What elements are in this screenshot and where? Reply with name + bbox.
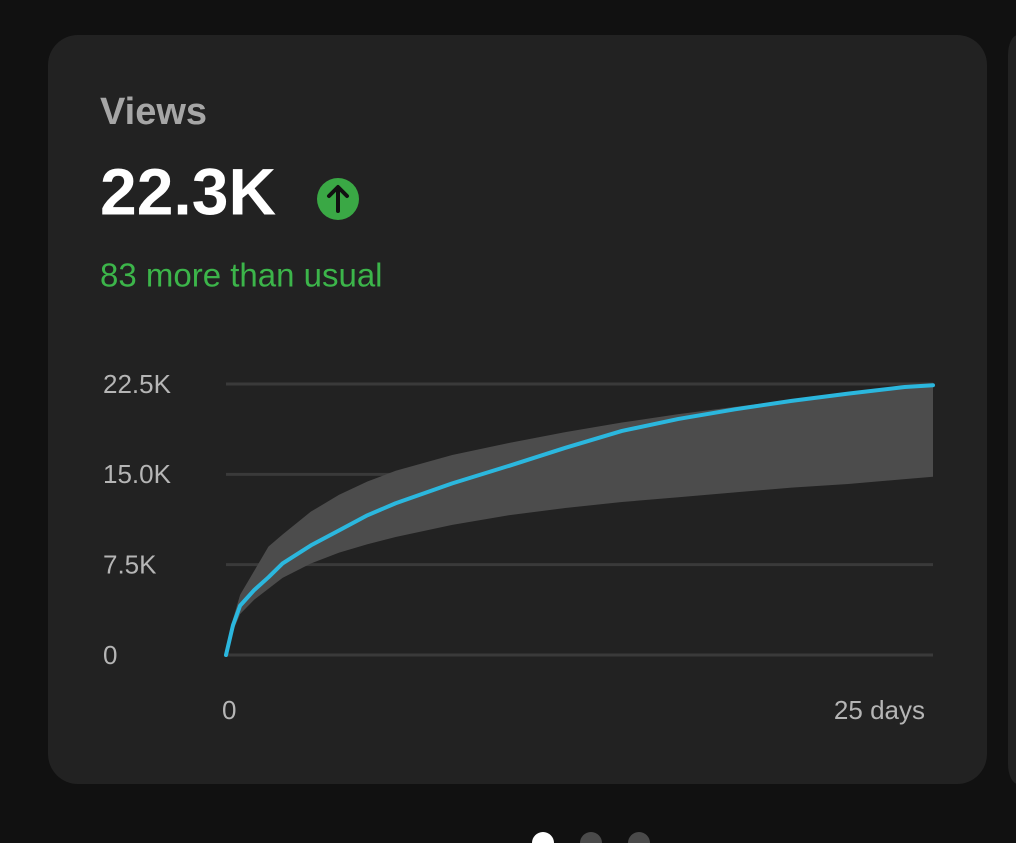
- page-dot-active[interactable]: [532, 832, 554, 843]
- card-value: 22.3K: [100, 154, 276, 228]
- views-line: [224, 383, 935, 657]
- next-card-edge: [1008, 35, 1016, 784]
- x-tick-label: 25 days: [834, 695, 925, 725]
- page-dot[interactable]: [580, 832, 602, 843]
- page-dot[interactable]: [628, 832, 650, 843]
- y-tick-label: 7.5K: [103, 550, 157, 580]
- card-delta: 83 more than usual: [100, 257, 383, 294]
- up-icon-arrow: [327, 185, 349, 213]
- card: [48, 35, 987, 784]
- chart: 0 7.5K 15.0K 22.5K 0 25 days: [103, 369, 935, 725]
- expected-range: [226, 384, 933, 655]
- y-tick-label: 0: [103, 640, 117, 670]
- y-tick-label: 15.0K: [103, 459, 172, 489]
- card-title: Views: [100, 91, 207, 133]
- x-tick-label: 0: [222, 695, 236, 725]
- up-icon: [317, 178, 359, 220]
- y-tick-label: 22.5K: [103, 369, 172, 399]
